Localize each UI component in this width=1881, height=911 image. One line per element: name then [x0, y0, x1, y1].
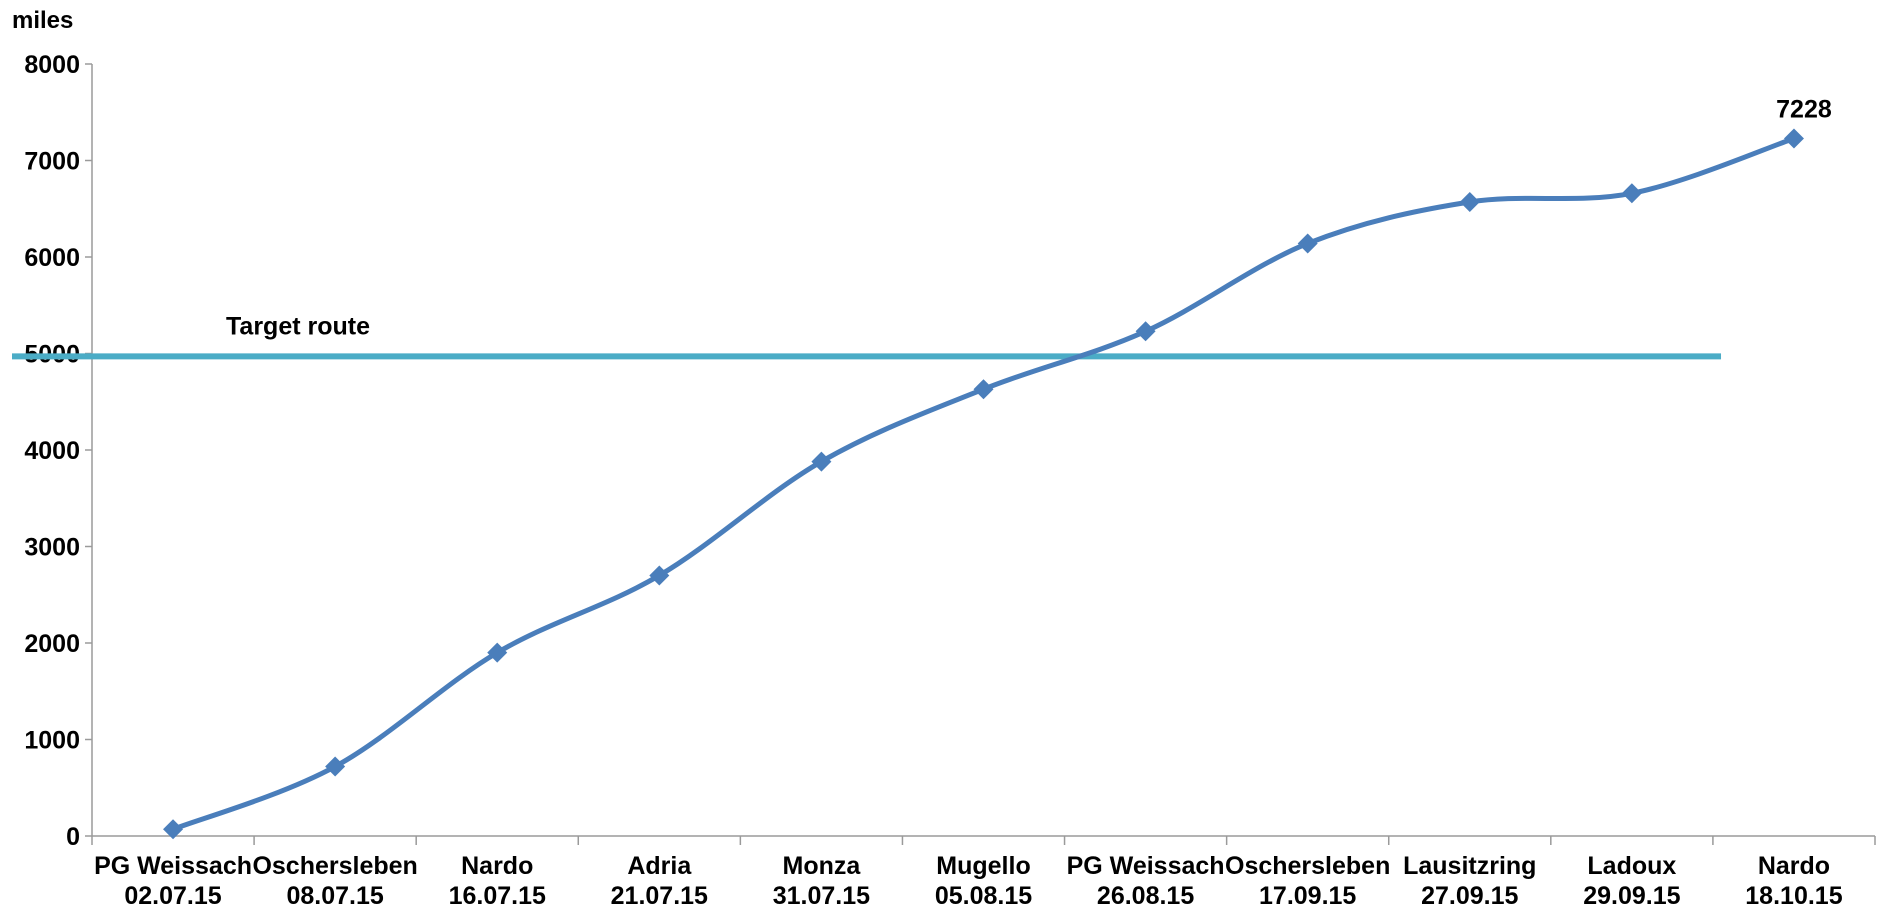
x-category-location: Mugello — [936, 852, 1030, 880]
x-category-date: 18.10.15 — [1745, 882, 1842, 910]
x-category-date: 16.07.15 — [449, 882, 546, 910]
x-category-date: 17.09.15 — [1259, 882, 1356, 910]
target-route-label: Target route — [226, 312, 370, 340]
x-category-label: Adria 21.07.15 — [611, 852, 708, 910]
data-point-marker — [325, 756, 346, 777]
x-category-label: Monza 31.07.15 — [773, 852, 870, 910]
x-category-date: 29.09.15 — [1583, 882, 1680, 910]
data-point-marker — [1135, 321, 1156, 342]
x-category-location: Monza — [783, 852, 862, 880]
x-category-date: 31.07.15 — [773, 882, 870, 910]
data-point-marker — [163, 819, 184, 840]
x-category-location: Oschersleben — [1225, 852, 1390, 880]
y-axis-ticks: 010002000300040005000600070008000 — [24, 51, 92, 851]
axes — [91, 64, 1876, 845]
x-category-location: Ladoux — [1587, 852, 1676, 880]
x-category-date: 08.07.15 — [286, 882, 383, 910]
x-category-label: Lausitzring 27.09.15 — [1403, 852, 1536, 910]
y-tick-label: 6000 — [24, 244, 80, 272]
data-point-marker — [1297, 233, 1318, 254]
x-category-location: Nardo — [1758, 852, 1830, 880]
data-point-marker — [649, 565, 670, 586]
y-tick-label: 2000 — [24, 630, 80, 658]
x-category-location: PG Weissach — [94, 852, 252, 880]
data-point-marker — [1621, 183, 1642, 204]
x-category-label: Oschersleben 08.07.15 — [252, 852, 417, 910]
target-route-group: Target route — [12, 312, 1722, 360]
data-point-marker — [973, 379, 994, 400]
data-point-marker — [811, 451, 832, 472]
x-category-location: Oschersleben — [252, 852, 417, 880]
x-category-label: PG Weissach 02.07.15 — [94, 852, 252, 910]
series-line — [170, 135, 1797, 832]
y-tick-label: 8000 — [24, 51, 80, 79]
data-point-marker — [1783, 128, 1804, 149]
data-label: 7228 — [1776, 95, 1832, 123]
x-category-location: Nardo — [461, 852, 533, 880]
x-category-date: 27.09.15 — [1421, 882, 1518, 910]
x-category-label: PG Weissach 26.08.15 — [1067, 852, 1225, 910]
data-point-marker — [487, 642, 508, 663]
x-category-label: Ladoux 29.09.15 — [1583, 852, 1680, 910]
x-category-label: Nardo 16.07.15 — [449, 852, 546, 910]
x-category-label: Mugello 05.08.15 — [935, 852, 1032, 910]
y-tick-label: 4000 — [24, 437, 80, 465]
x-category-label: Nardo 18.10.15 — [1745, 852, 1842, 910]
x-category-date: 05.08.15 — [935, 882, 1032, 910]
data-labels: 7228 — [1776, 95, 1832, 123]
series-markers — [163, 128, 1804, 840]
x-category-location: Adria — [627, 852, 692, 880]
x-category-date: 21.07.15 — [611, 882, 708, 910]
y-tick-label: 7000 — [24, 148, 80, 176]
x-category-location: PG Weissach — [1067, 852, 1225, 880]
y-tick-label: 1000 — [24, 727, 80, 755]
y-tick-label: 0 — [66, 823, 80, 851]
y-tick-label: 3000 — [24, 534, 80, 562]
x-category-date: 02.07.15 — [124, 882, 221, 910]
x-category-date: 26.08.15 — [1097, 882, 1194, 910]
x-category-location: Lausitzring — [1403, 852, 1536, 880]
y-axis-unit-label: miles — [12, 7, 73, 34]
data-point-marker — [1459, 191, 1480, 212]
x-category-label: Oschersleben 17.09.15 — [1225, 852, 1390, 910]
